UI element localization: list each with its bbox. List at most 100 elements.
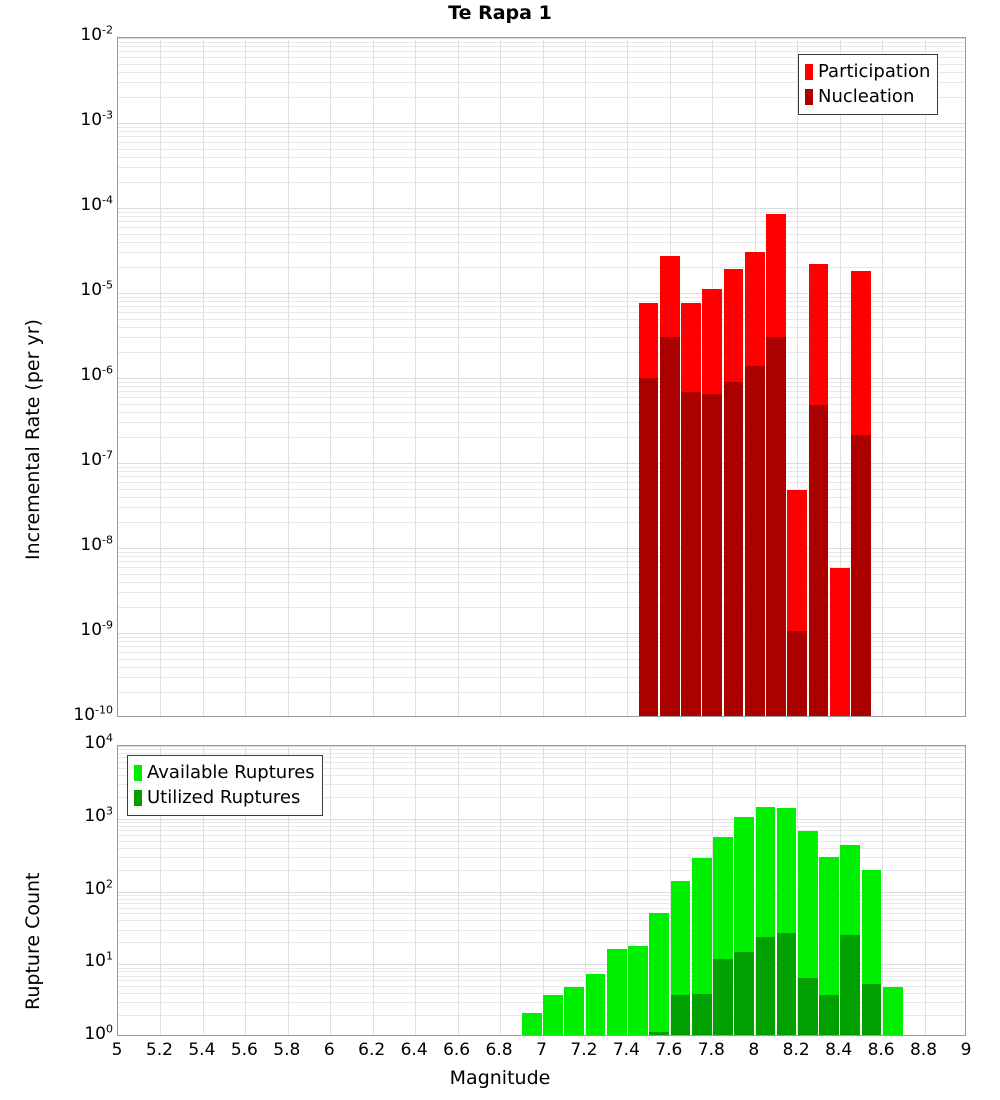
bar-segment-nucleation [787, 631, 808, 716]
x-axis-tick-label: 7 [536, 1040, 547, 1060]
gridline-horizontal [118, 212, 965, 213]
gridline-horizontal [118, 149, 965, 150]
bar-segment-utilized-ruptures [840, 934, 861, 1035]
bar [606, 746, 627, 1035]
x-axis-tick-label: 7.8 [697, 1040, 725, 1060]
bar [787, 38, 808, 716]
y-axis-title-bottom: Rupture Count [22, 872, 44, 1011]
bar [840, 746, 861, 1035]
x-axis-tick-label: 6.8 [485, 1040, 513, 1060]
gridline-horizontal [118, 637, 965, 638]
bar [723, 38, 744, 716]
bar [681, 38, 701, 716]
gridline-horizontal [118, 641, 965, 642]
x-axis-tick-label: 8.8 [910, 1040, 938, 1060]
x-axis-tick-label: 7.6 [655, 1040, 683, 1060]
y-axis-tick-label: 10-9 [80, 618, 113, 640]
x-axis-tick-label: 6.4 [400, 1040, 428, 1060]
gridline-horizontal [118, 397, 965, 398]
bar-segment-nucleation [744, 366, 765, 716]
gridline-horizontal [118, 552, 965, 553]
gridline-vertical [627, 38, 628, 716]
bar-segment-utilized-ruptures [649, 1032, 670, 1035]
y-axis-tick-label: 10-3 [80, 108, 113, 130]
gridline-vertical [415, 38, 416, 716]
x-axis-tick-label: 5 [111, 1040, 123, 1060]
bar [543, 746, 563, 1035]
gridline-horizontal [118, 976, 965, 977]
gridline-horizontal [118, 467, 965, 468]
gridline-horizontal [118, 489, 965, 490]
y-axis-tick-label: 10-10 [73, 703, 113, 725]
bar [829, 38, 850, 716]
gridline-horizontal [118, 633, 965, 634]
gridline-horizontal [118, 422, 965, 423]
bar [522, 746, 542, 1035]
gridline-horizontal [118, 352, 965, 353]
bar [819, 746, 839, 1035]
gridline-vertical [245, 746, 246, 1035]
bar-segment-available-ruptures [564, 986, 585, 1035]
bar-segment-utilized-ruptures [713, 959, 733, 1035]
gridline-horizontal [118, 964, 965, 965]
gridline-horizontal [118, 582, 965, 583]
gridline-vertical [925, 38, 926, 716]
bar-segment-participation [829, 568, 850, 716]
gridline-vertical [543, 746, 544, 1035]
gridline-horizontal [118, 775, 965, 776]
gridline-horizontal [118, 312, 965, 313]
gridline-horizontal [118, 567, 965, 568]
bar-segment-available-ruptures [628, 945, 648, 1035]
x-axis-tick-label: 6.2 [358, 1040, 386, 1060]
y-axis-tick-label: 104 [84, 731, 113, 753]
gridline-horizontal [118, 835, 965, 836]
gridline-horizontal [118, 97, 965, 98]
gridline-horizontal [118, 848, 965, 849]
utilized-ruptures-swatch [134, 789, 142, 806]
bar-segment-utilized-ruptures [861, 984, 882, 1035]
y-axis-tick-label: 10-8 [80, 533, 113, 555]
gridline-horizontal [118, 386, 965, 387]
bar-segment-nucleation [638, 377, 659, 716]
gridline-horizontal [118, 157, 965, 158]
x-axis-tick-label: 7.4 [612, 1040, 640, 1060]
gridline-vertical [925, 746, 926, 1035]
bar-segment-nucleation [766, 336, 786, 716]
x-axis-tick-label: 5.4 [188, 1040, 216, 1060]
gridline-vertical [203, 38, 204, 716]
gridline-horizontal [118, 757, 965, 758]
gridline-horizontal [118, 38, 965, 39]
gridline-horizontal [118, 327, 965, 328]
bar [882, 746, 903, 1035]
gridline-horizontal [118, 216, 965, 217]
gridline-horizontal [118, 746, 965, 747]
gridline-horizontal [118, 652, 965, 653]
bar-segment-available-ruptures [882, 987, 903, 1035]
gridline-horizontal [118, 826, 965, 827]
y-axis-tick-label: 102 [84, 876, 113, 899]
gridline-vertical [585, 746, 586, 1035]
gridline-horizontal [118, 242, 965, 243]
gridline-vertical [543, 38, 544, 716]
gridline-horizontal [118, 131, 965, 132]
gridline-vertical [203, 746, 204, 1035]
legend-item-available-ruptures: Available Ruptures [134, 760, 315, 785]
gridline-horizontal [118, 476, 965, 477]
y-axis-title-top: Incremental Rate (per yr) [22, 319, 44, 560]
gridline-horizontal [118, 920, 965, 921]
gridline-horizontal [118, 892, 965, 893]
x-axis-tick-label: 8.6 [867, 1040, 895, 1060]
bar [755, 746, 776, 1035]
bar [564, 746, 585, 1035]
gridline-vertical [373, 38, 374, 716]
bar [734, 746, 754, 1035]
gridline-vertical [245, 38, 246, 716]
gridline-horizontal [118, 391, 965, 392]
bar [691, 746, 712, 1035]
gridline-horizontal [118, 64, 965, 65]
gridline-horizontal [118, 482, 965, 483]
y-axis-tick-label: 100 [84, 1022, 113, 1044]
legend-item-participation: Participation [805, 59, 930, 84]
gridline-vertical [500, 746, 501, 1035]
gridline-horizontal [118, 753, 965, 754]
